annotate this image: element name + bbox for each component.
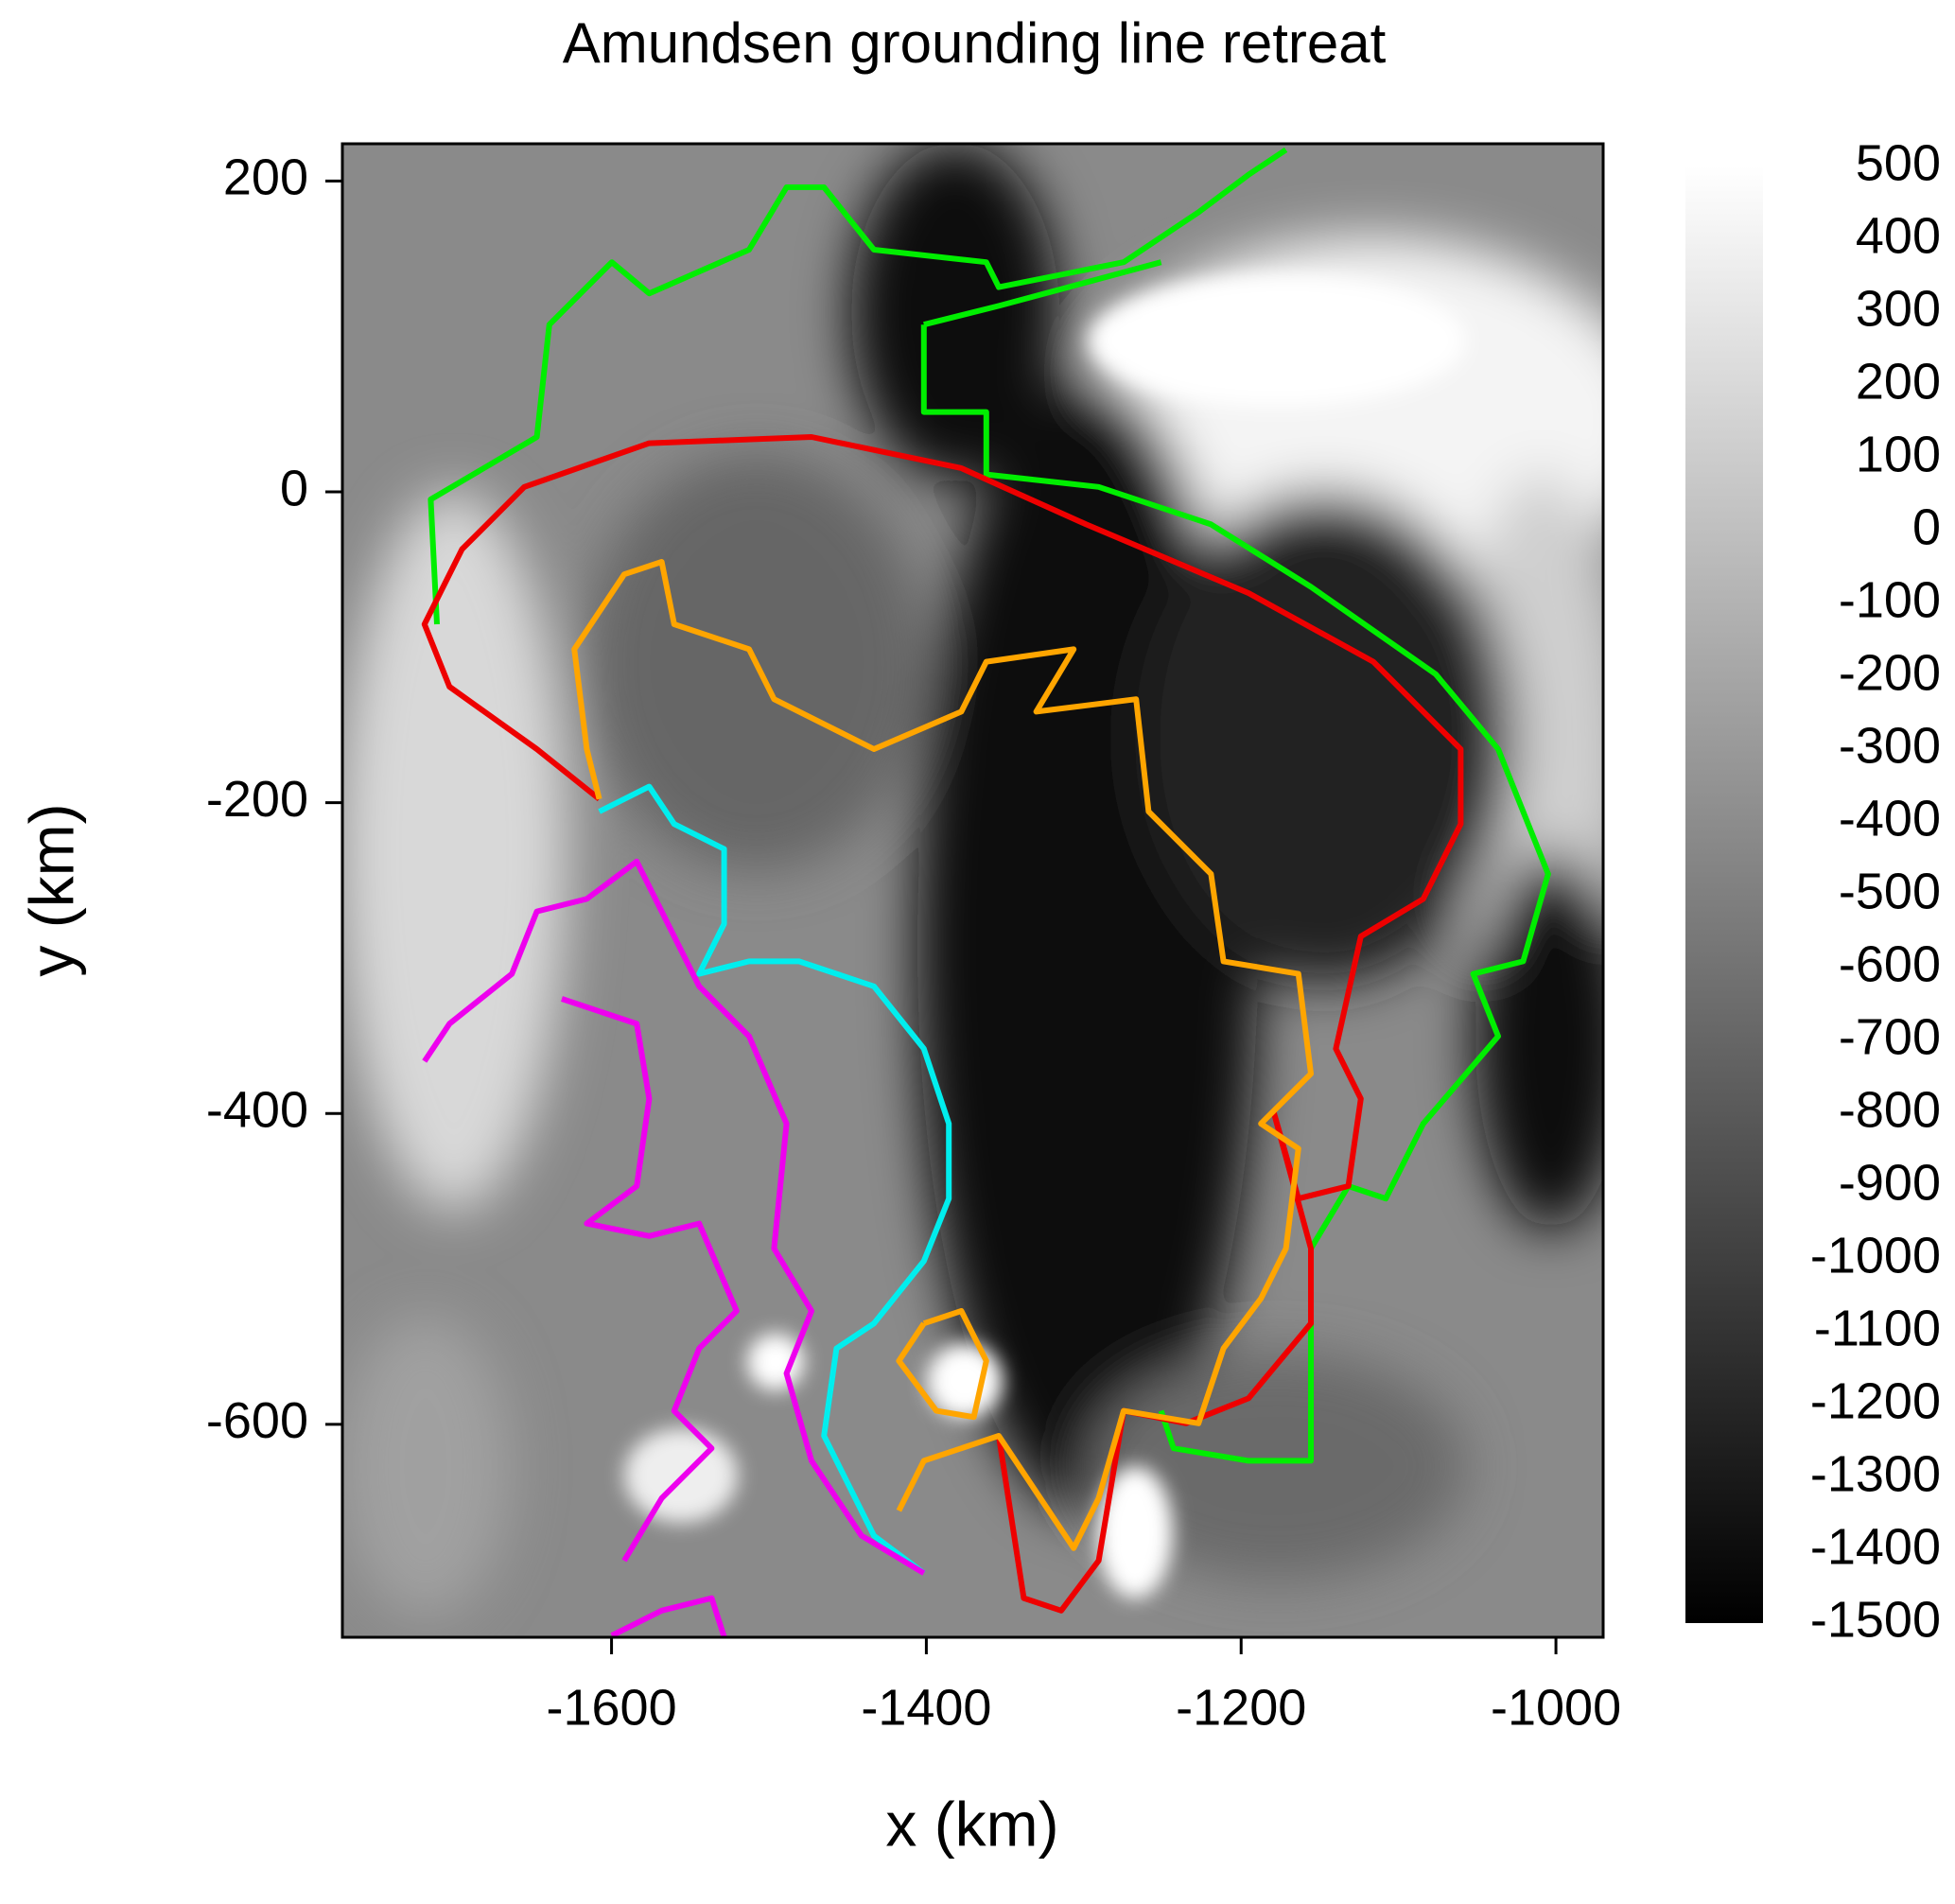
grounding-line [923, 259, 1162, 328]
grounding-line [422, 858, 926, 1576]
colorbar-tick-label: -1100 [1814, 1300, 1941, 1356]
raster [342, 144, 1603, 1637]
colorbar-tick-label: -1500 [1810, 1591, 1941, 1648]
colorbar-tick-label: -100 [1839, 571, 1941, 628]
y-tick-label: -200 [206, 771, 308, 828]
chart-title: Amundsen grounding line retreat [563, 11, 1387, 75]
colorbar-tick-label: -800 [1839, 1081, 1941, 1138]
colorbar-tick-label: 200 [1856, 353, 1941, 410]
grounding-line [561, 996, 740, 1563]
grounding-line [598, 783, 952, 1576]
grounding-line [428, 147, 1288, 625]
colorbar-tick-label: 0 [1912, 498, 1941, 555]
y-tick-label: 0 [280, 460, 308, 516]
colorbar-tick-label: 400 [1856, 207, 1941, 264]
colorbar-tick-label: -700 [1839, 1008, 1941, 1065]
x-tick-label: -1200 [1176, 1679, 1306, 1736]
colorbar-tick-label: -300 [1839, 717, 1941, 774]
grounding-line [896, 1308, 989, 1421]
grounding-line [920, 324, 1551, 1464]
colorbar-tick-label: -500 [1839, 863, 1941, 919]
colorbar-tick-label: 300 [1856, 280, 1941, 337]
y-tick-label: 200 [223, 149, 308, 206]
colorbar-tick-label: -600 [1839, 935, 1941, 992]
colorbar [1685, 166, 1763, 1623]
plot-frame [340, 142, 1605, 1639]
x-tick-label: -1600 [547, 1679, 677, 1736]
grounding-line [571, 559, 1314, 1551]
y-axis-label: y (km) [16, 803, 86, 976]
colorbar-tick-label: -400 [1839, 790, 1941, 847]
grounding-line [610, 1595, 727, 1637]
colorbar-tick-label: 100 [1856, 426, 1941, 482]
colorbar-tick-label: -200 [1839, 644, 1941, 701]
colorbar-tick-label: -1200 [1810, 1372, 1941, 1429]
x-tick-label: -1000 [1491, 1679, 1621, 1736]
contours [421, 147, 1551, 1637]
colorbar-tick-label: -1300 [1810, 1445, 1941, 1502]
y-tick-label: -600 [206, 1392, 308, 1449]
x-tick-label: -1400 [861, 1679, 991, 1736]
x-axis-label: x (km) [885, 1789, 1058, 1859]
colorbar-tick-label: -900 [1839, 1154, 1941, 1211]
colorbar-tick-label: 500 [1856, 134, 1941, 191]
y-tick-label: -400 [206, 1082, 308, 1139]
colorbar-tick-label: -1000 [1810, 1227, 1941, 1284]
colorbar-tick-label: -1400 [1810, 1518, 1941, 1575]
